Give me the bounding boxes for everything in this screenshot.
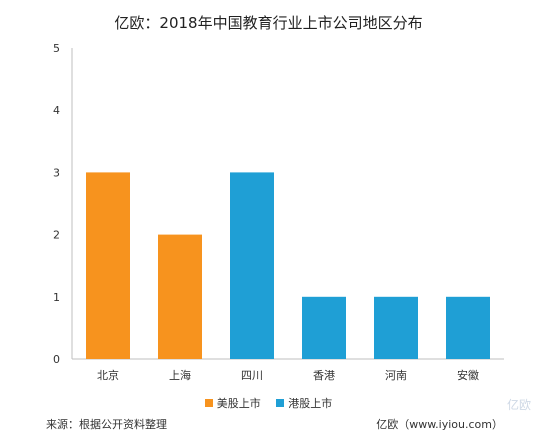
y-axis-ticks: 0 1 2 3 4 5 (53, 42, 60, 366)
legend: 美股上市 港股上市 (0, 395, 537, 411)
chart-title: 亿欧：2018年中国教育行业上市公司地区分布 (114, 14, 423, 32)
legend-item-us: 美股上市 (204, 395, 261, 411)
legend-item-hk: 港股上市 (276, 395, 332, 411)
x-tick-label: 上海 (169, 368, 191, 382)
y-tick-label: 0 (53, 353, 60, 366)
legend-swatch-hk (276, 399, 285, 407)
credit-note: 亿欧（www.iyiou.com） (376, 418, 503, 431)
bar-0 (86, 172, 130, 359)
y-tick-label: 2 (53, 229, 60, 242)
bar-2 (230, 172, 274, 359)
x-tick-label: 香港 (313, 369, 335, 382)
bars (86, 172, 490, 359)
bar-1 (158, 234, 202, 359)
x-tick-label: 四川 (241, 369, 263, 382)
y-tick-label: 5 (53, 42, 60, 55)
watermark-logo: 亿欧 (506, 398, 531, 412)
y-tick-label: 3 (53, 166, 60, 179)
legend-label-hk: 港股上市 (288, 397, 333, 410)
legend-swatch-us (204, 399, 213, 407)
source-note: 来源：根据公开资料整理 (46, 418, 167, 431)
x-tick-label: 北京 (97, 368, 119, 382)
x-tick-label: 河南 (385, 369, 407, 382)
bar-4 (374, 296, 418, 359)
legend-label-us: 美股上市 (216, 397, 261, 410)
axes (71, 48, 504, 360)
bar-5 (446, 296, 490, 359)
y-tick-label: 1 (53, 291, 60, 304)
x-axis-ticks: 北京 上海 四川 香港 河南 安徽 (97, 368, 479, 382)
y-tick-label: 4 (53, 104, 60, 117)
x-tick-label: 安徽 (457, 368, 479, 382)
bar-3 (302, 296, 346, 359)
